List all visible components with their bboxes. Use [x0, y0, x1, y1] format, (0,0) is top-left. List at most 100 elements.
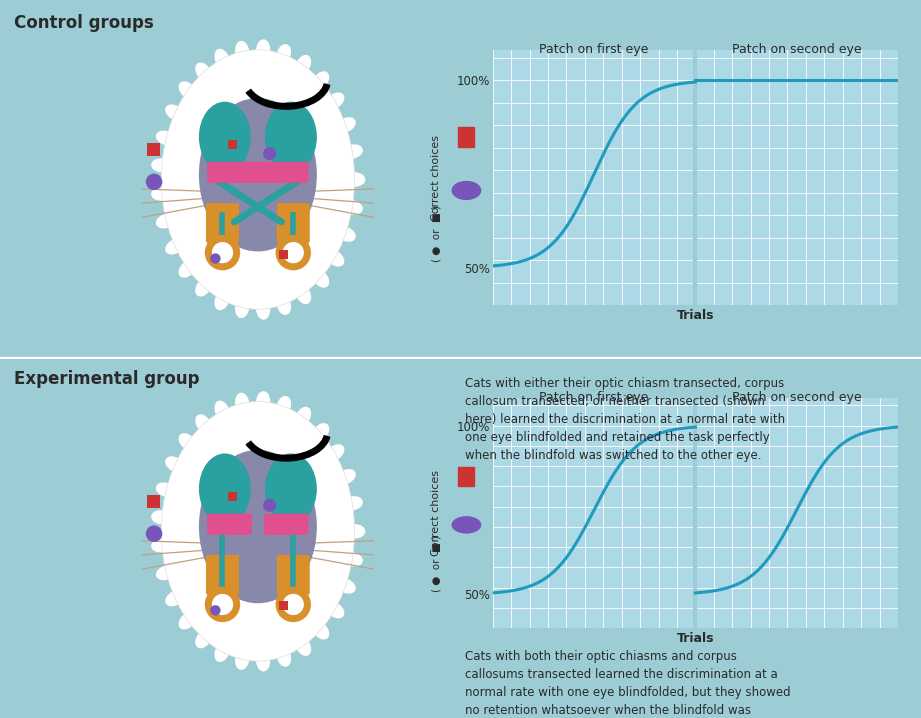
- Ellipse shape: [296, 284, 311, 304]
- Ellipse shape: [325, 93, 344, 110]
- Ellipse shape: [256, 391, 270, 412]
- Ellipse shape: [235, 393, 250, 414]
- Ellipse shape: [276, 646, 291, 667]
- Ellipse shape: [215, 642, 229, 662]
- Ellipse shape: [235, 41, 250, 62]
- Ellipse shape: [256, 651, 270, 671]
- FancyBboxPatch shape: [276, 555, 309, 595]
- Ellipse shape: [276, 294, 291, 315]
- Ellipse shape: [199, 450, 317, 603]
- Bar: [279, 602, 288, 610]
- Bar: [279, 250, 288, 258]
- Ellipse shape: [235, 649, 250, 670]
- Ellipse shape: [195, 629, 212, 648]
- Text: Trials: Trials: [677, 632, 714, 645]
- Ellipse shape: [195, 414, 212, 434]
- Circle shape: [210, 605, 221, 615]
- Ellipse shape: [312, 71, 329, 90]
- Circle shape: [275, 235, 311, 270]
- Ellipse shape: [335, 117, 356, 133]
- Ellipse shape: [156, 131, 177, 146]
- Ellipse shape: [215, 401, 229, 421]
- Circle shape: [452, 517, 481, 533]
- FancyBboxPatch shape: [276, 203, 309, 243]
- Ellipse shape: [276, 396, 291, 416]
- Ellipse shape: [179, 433, 197, 451]
- Ellipse shape: [344, 524, 366, 538]
- Circle shape: [146, 174, 162, 190]
- Circle shape: [263, 147, 276, 160]
- Ellipse shape: [195, 62, 212, 82]
- Circle shape: [283, 594, 304, 615]
- Circle shape: [212, 594, 233, 615]
- Ellipse shape: [165, 456, 185, 472]
- Text: Correct choices: Correct choices: [431, 470, 441, 556]
- Ellipse shape: [165, 104, 185, 121]
- Ellipse shape: [344, 172, 366, 187]
- Ellipse shape: [296, 55, 311, 75]
- Ellipse shape: [296, 406, 311, 426]
- Bar: [147, 143, 160, 156]
- Bar: [459, 467, 474, 486]
- Bar: [227, 140, 237, 149]
- Text: Correct choices: Correct choices: [431, 135, 441, 220]
- FancyBboxPatch shape: [263, 513, 309, 535]
- Ellipse shape: [342, 144, 363, 159]
- Circle shape: [283, 242, 304, 264]
- Circle shape: [275, 587, 311, 622]
- Ellipse shape: [325, 601, 344, 618]
- Text: Cats with either their optic chiasm transected, corpus
callosum transected, or n: Cats with either their optic chiasm tran…: [465, 377, 786, 462]
- FancyBboxPatch shape: [206, 555, 239, 595]
- FancyBboxPatch shape: [206, 203, 239, 243]
- Ellipse shape: [179, 260, 197, 278]
- Ellipse shape: [256, 299, 270, 320]
- Text: ( ●  or  ■ ): ( ● or ■ ): [431, 536, 441, 592]
- Ellipse shape: [151, 159, 172, 172]
- Bar: [147, 495, 160, 508]
- Ellipse shape: [265, 454, 317, 524]
- Ellipse shape: [161, 50, 355, 309]
- Bar: [227, 492, 237, 500]
- Ellipse shape: [325, 444, 344, 462]
- Ellipse shape: [335, 226, 356, 242]
- Ellipse shape: [312, 621, 329, 640]
- Ellipse shape: [199, 454, 251, 524]
- Text: Experimental group: Experimental group: [14, 370, 199, 388]
- Ellipse shape: [342, 200, 363, 215]
- FancyBboxPatch shape: [207, 513, 252, 535]
- Ellipse shape: [199, 102, 251, 172]
- Ellipse shape: [276, 44, 291, 65]
- Ellipse shape: [335, 578, 356, 594]
- Ellipse shape: [265, 102, 317, 172]
- Circle shape: [263, 499, 276, 512]
- Ellipse shape: [156, 565, 177, 580]
- Text: Patch on second eye: Patch on second eye: [732, 391, 861, 404]
- Ellipse shape: [342, 496, 363, 510]
- Ellipse shape: [335, 469, 356, 485]
- Circle shape: [210, 253, 221, 264]
- Ellipse shape: [156, 482, 177, 498]
- Ellipse shape: [256, 39, 270, 60]
- Ellipse shape: [215, 290, 229, 310]
- Text: Trials: Trials: [677, 309, 714, 322]
- Ellipse shape: [325, 249, 344, 266]
- Ellipse shape: [235, 297, 250, 318]
- Ellipse shape: [215, 49, 229, 69]
- Text: Patch on second eye: Patch on second eye: [732, 43, 861, 56]
- Ellipse shape: [296, 636, 311, 656]
- Text: Patch on first eye: Patch on first eye: [540, 43, 648, 56]
- Ellipse shape: [151, 538, 172, 552]
- Ellipse shape: [312, 423, 329, 442]
- Ellipse shape: [195, 277, 212, 297]
- Ellipse shape: [156, 213, 177, 228]
- Ellipse shape: [312, 269, 329, 288]
- Ellipse shape: [344, 524, 366, 538]
- Bar: [459, 126, 474, 147]
- Ellipse shape: [344, 172, 366, 187]
- Circle shape: [452, 182, 481, 200]
- Circle shape: [146, 526, 162, 542]
- Text: ( ●  or  ■ ): ( ● or ■ ): [431, 205, 441, 262]
- Ellipse shape: [165, 590, 185, 607]
- Ellipse shape: [179, 81, 197, 99]
- Ellipse shape: [151, 187, 172, 200]
